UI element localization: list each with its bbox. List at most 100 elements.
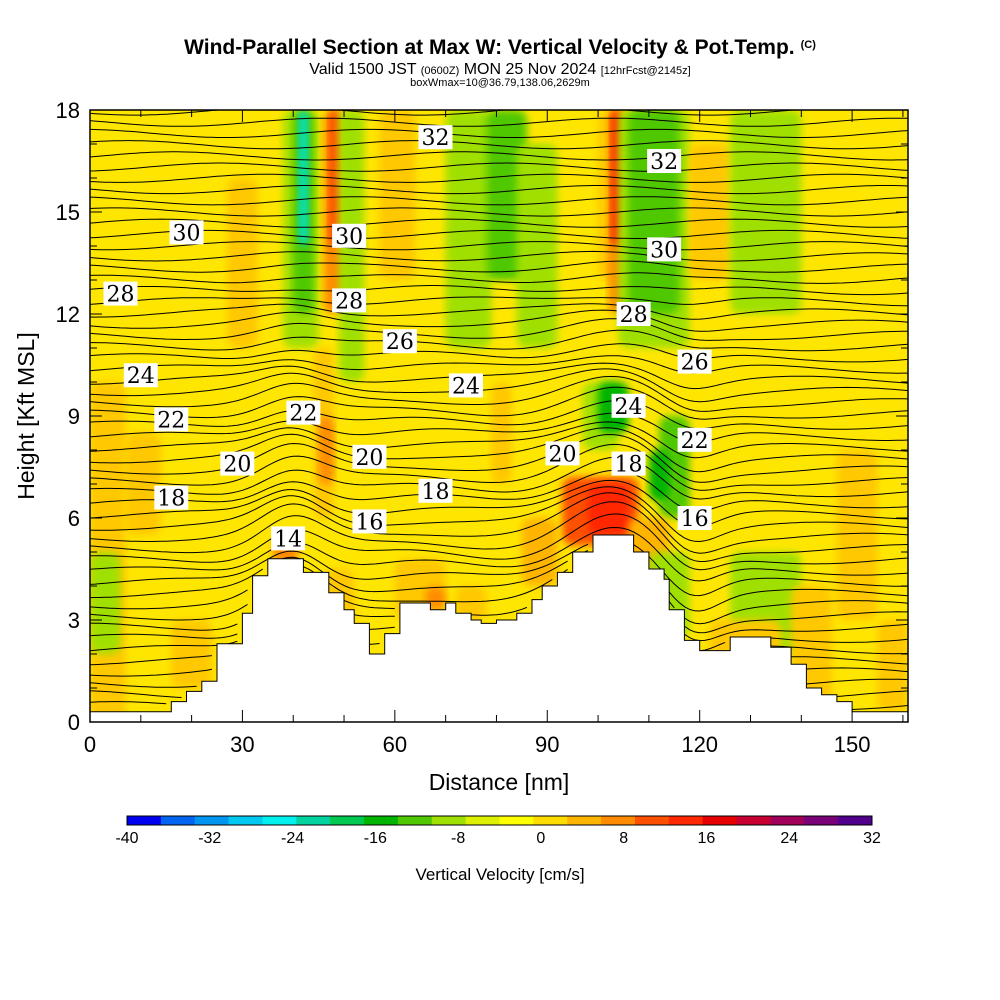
copyright-mark: (C) bbox=[800, 39, 816, 51]
theta-contour-line bbox=[90, 667, 908, 677]
theta-contour-line bbox=[90, 162, 908, 172]
chart-title: Wind-Parallel Section at Max W: Vertical… bbox=[184, 36, 816, 59]
contour-label-box bbox=[169, 220, 204, 245]
contour-label-text: 22 bbox=[289, 402, 317, 427]
colorbar-swatch bbox=[804, 816, 839, 825]
theta-contour-line bbox=[90, 550, 908, 612]
theta-contour-line bbox=[90, 456, 908, 500]
contour-label-text: 32 bbox=[421, 126, 449, 151]
theta-contour-line bbox=[90, 543, 908, 597]
contour-label-box bbox=[616, 302, 651, 326]
theta-contour-line bbox=[90, 318, 908, 341]
theta-contour-line bbox=[90, 303, 908, 320]
contour-label-box bbox=[677, 506, 712, 530]
theta-contour-line bbox=[90, 296, 908, 307]
x-tick-label: 150 bbox=[834, 732, 871, 757]
field-patch bbox=[318, 416, 334, 484]
contour-label: 28 bbox=[616, 302, 651, 328]
colorbar-swatch bbox=[499, 816, 534, 825]
theta-contour-line bbox=[90, 117, 908, 127]
field-patch bbox=[628, 110, 680, 314]
contour-label: 16 bbox=[677, 506, 712, 532]
colorbar-tick-label: 32 bbox=[863, 830, 881, 847]
terrain bbox=[90, 534, 908, 722]
plot-area bbox=[90, 110, 908, 722]
colorbar-tick-label: -32 bbox=[198, 830, 221, 847]
x-tick-label: 0 bbox=[84, 732, 96, 757]
theta-contour-line bbox=[90, 566, 908, 625]
contour-label-box bbox=[220, 451, 255, 476]
contour-label-box bbox=[611, 451, 646, 476]
contour-label-box bbox=[154, 485, 189, 510]
theta-contour-line bbox=[90, 501, 908, 562]
contour-label-text: 24 bbox=[615, 395, 643, 420]
contour-label: 18 bbox=[611, 451, 646, 478]
theta-contour-line bbox=[90, 412, 908, 443]
field-patch bbox=[587, 484, 629, 535]
contour-label-box bbox=[448, 373, 483, 398]
theta-contour-line bbox=[90, 376, 908, 412]
theta-contour-line bbox=[90, 229, 908, 239]
colorbar-swatch bbox=[634, 816, 670, 825]
contour-label-text: 20 bbox=[549, 442, 577, 467]
x-tick-label: 120 bbox=[681, 732, 718, 757]
field-patch bbox=[445, 110, 492, 348]
theta-contour-line bbox=[90, 492, 908, 554]
theta-contour-line bbox=[90, 309, 908, 332]
colorbar-tick-label: -24 bbox=[281, 830, 304, 847]
contour-label: 24 bbox=[611, 393, 646, 420]
theta-contour-line bbox=[90, 486, 908, 543]
contour-label-text: 16 bbox=[681, 507, 709, 532]
theta-contour-line bbox=[90, 400, 908, 430]
field-patch bbox=[125, 433, 162, 535]
y-tick-label: 9 bbox=[68, 404, 80, 429]
theta-contour-line bbox=[90, 140, 908, 150]
theta-contour-line bbox=[90, 368, 908, 403]
field-patch bbox=[298, 110, 309, 246]
theta-contour-line bbox=[90, 469, 908, 512]
contour-label-text: 30 bbox=[173, 221, 201, 246]
contour-label: 20 bbox=[220, 451, 255, 478]
contour-label-text: 20 bbox=[355, 446, 383, 471]
contour-label: 20 bbox=[545, 441, 580, 467]
theta-contour-line bbox=[90, 241, 908, 251]
contour-label-box bbox=[123, 363, 158, 388]
field-patch bbox=[491, 382, 512, 484]
colorbar-swatch bbox=[601, 816, 636, 825]
theta-contour-line bbox=[90, 285, 908, 296]
colorbar-swatch bbox=[194, 816, 230, 825]
contour-label-box bbox=[382, 329, 417, 354]
colorbar-tick-label: -8 bbox=[451, 830, 465, 847]
contour-label-box bbox=[677, 427, 712, 452]
theta-contour-line bbox=[90, 250, 908, 262]
contour-label: 20 bbox=[352, 444, 387, 471]
terrain-profile bbox=[90, 534, 908, 722]
colorbar-frame bbox=[126, 815, 873, 826]
theta-contour-line bbox=[90, 678, 908, 688]
contour-label-box bbox=[545, 441, 580, 466]
theta-contour-line bbox=[90, 614, 908, 642]
theta-contour-line bbox=[90, 386, 908, 420]
contour-label-box bbox=[352, 444, 387, 469]
theta-contour-line bbox=[90, 513, 908, 571]
contour-label-text: 24 bbox=[452, 374, 480, 399]
contour-label-box bbox=[418, 125, 453, 150]
colorbar-swatch bbox=[567, 816, 602, 825]
contour-label: 30 bbox=[647, 237, 682, 263]
theta-contour-line bbox=[90, 329, 908, 352]
contour-label-text: 30 bbox=[650, 238, 678, 263]
y-tick-label: 15 bbox=[56, 200, 80, 225]
colorbar-swatch bbox=[127, 816, 162, 825]
contour-label-text: 22 bbox=[681, 429, 709, 454]
y-tick-label: 12 bbox=[56, 302, 80, 327]
theta-contour-line bbox=[90, 421, 908, 459]
field-patch bbox=[90, 552, 121, 654]
colorbar-tick-label: 16 bbox=[698, 830, 716, 847]
colorbar-swatch bbox=[533, 816, 568, 825]
theta-contour-line bbox=[90, 355, 908, 374]
field-patch bbox=[836, 450, 878, 620]
contour-label: 32 bbox=[418, 125, 453, 151]
contour-label-text: 26 bbox=[681, 351, 709, 376]
x-tick-label: 30 bbox=[230, 732, 254, 757]
